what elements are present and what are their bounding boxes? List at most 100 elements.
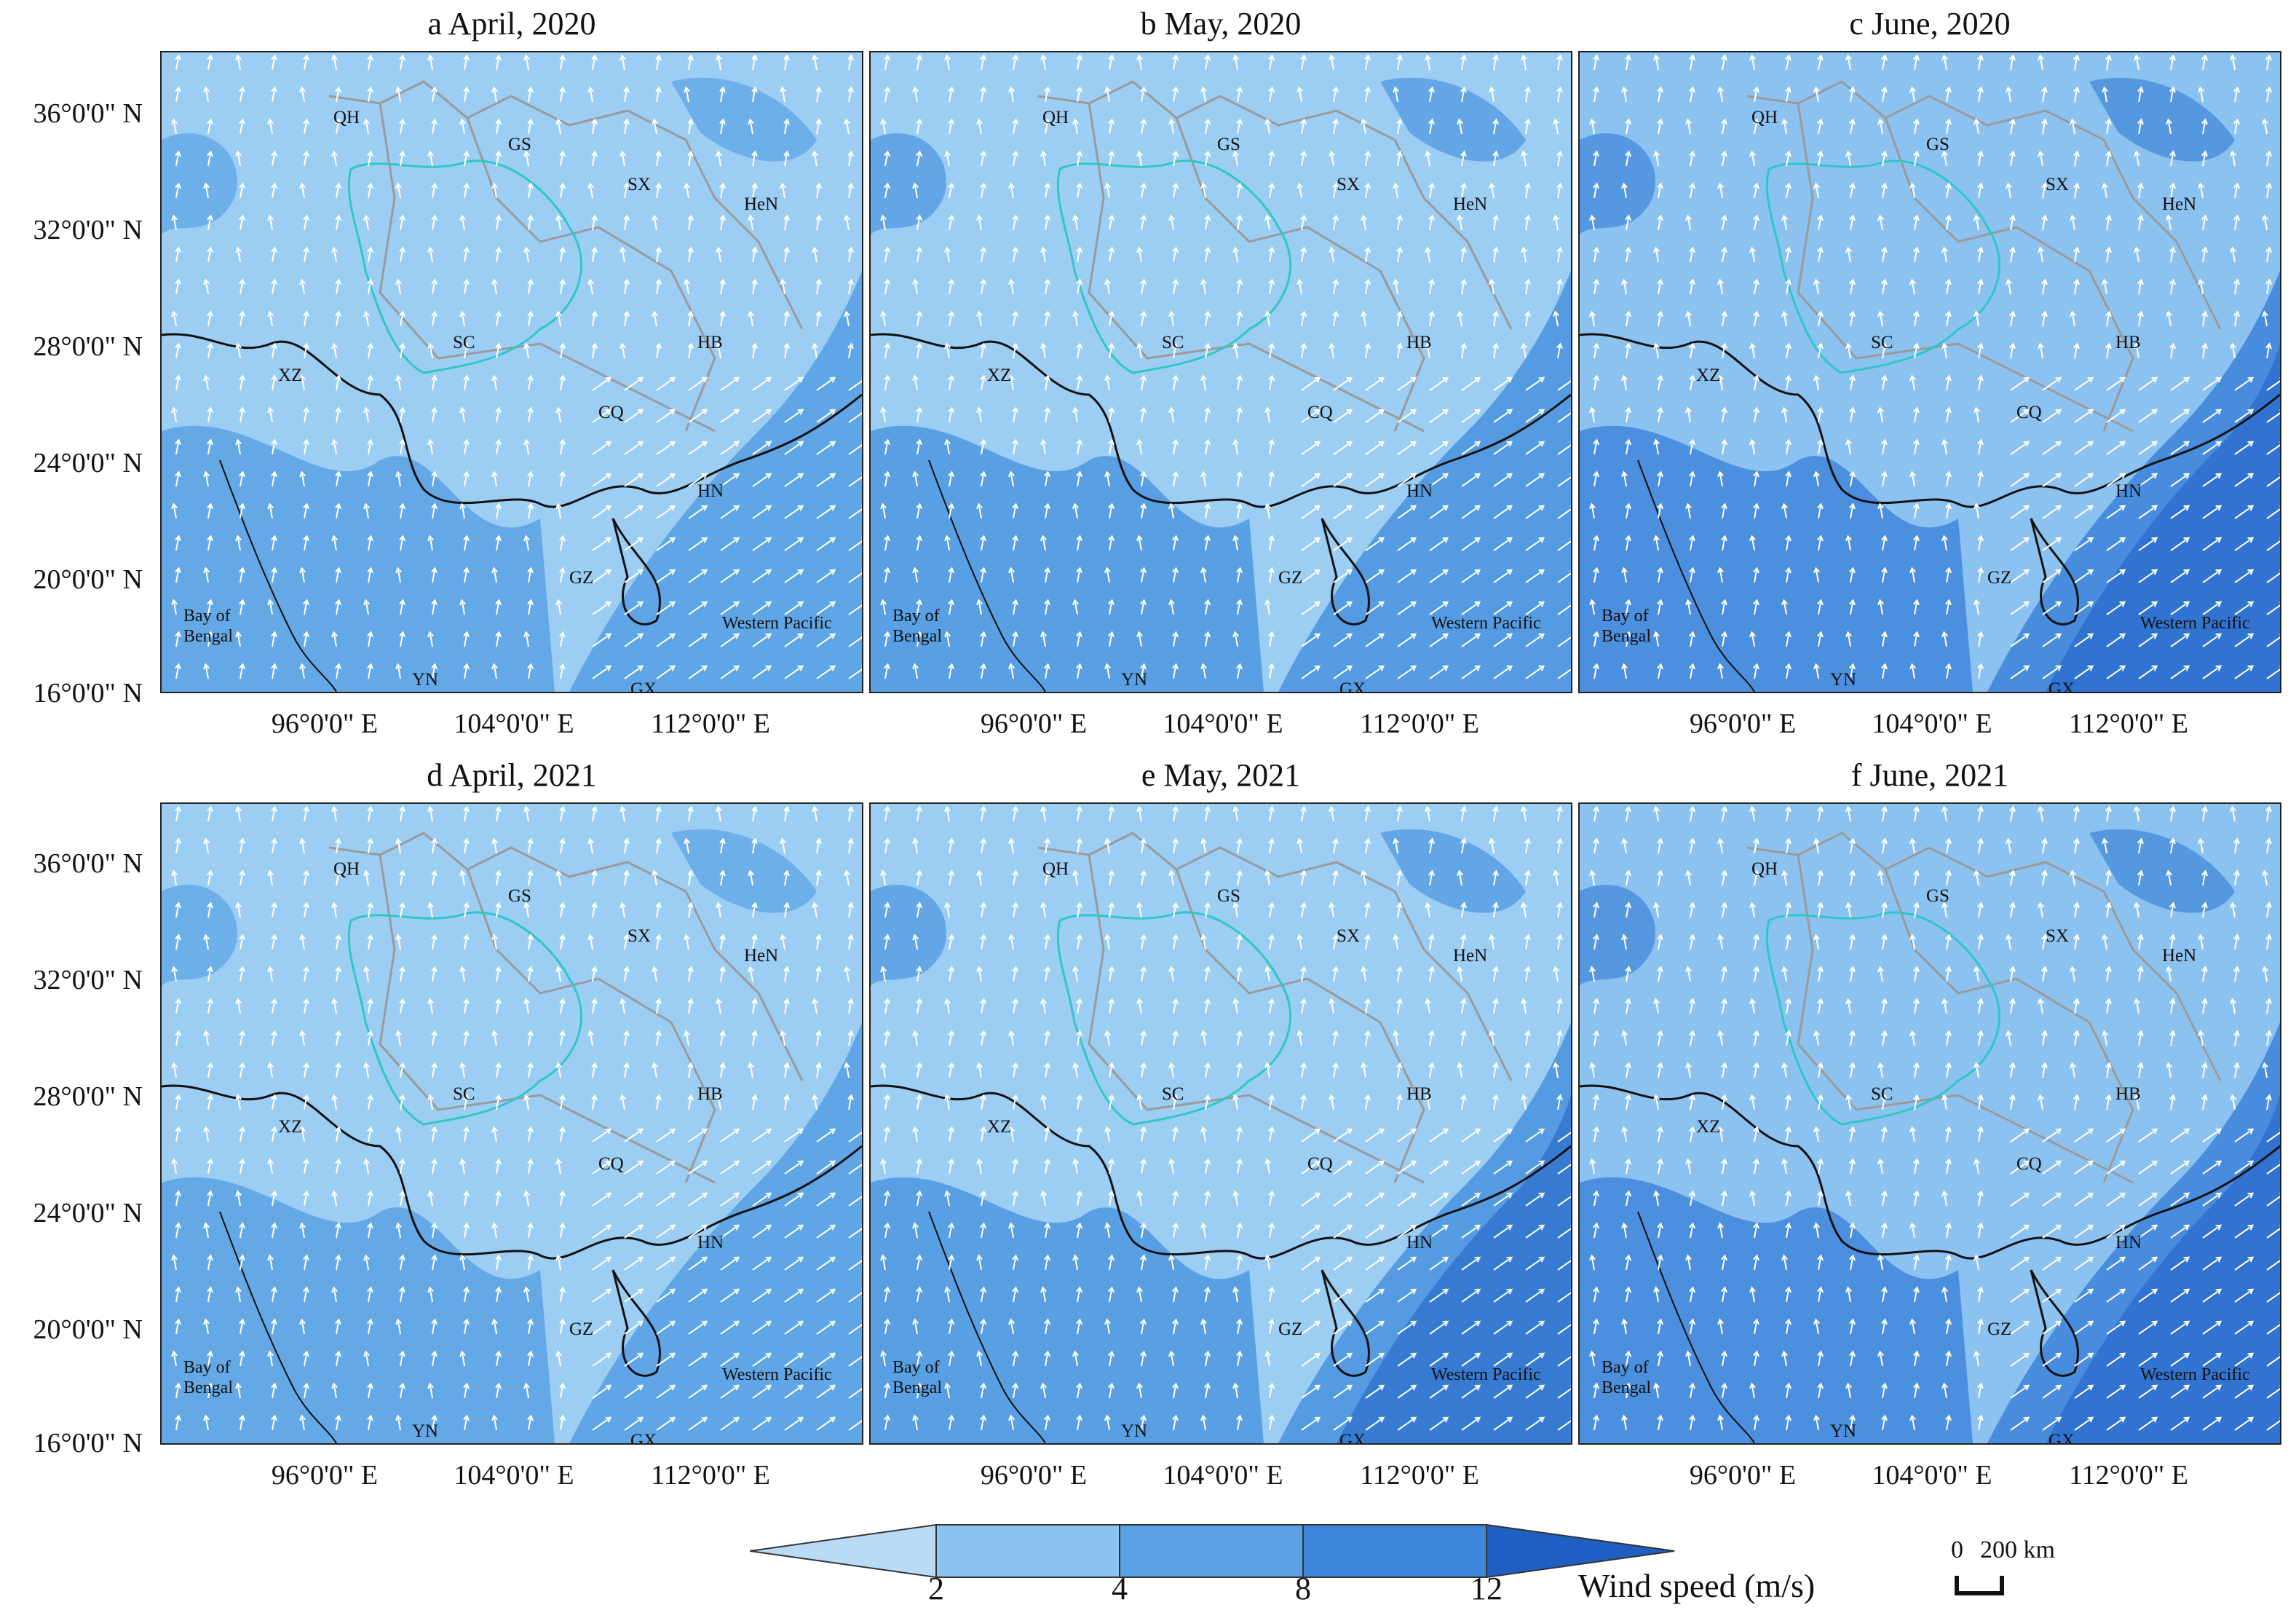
wind-arrow (336, 87, 340, 103)
wind-arrow (496, 632, 500, 647)
wind-arrow (336, 504, 340, 519)
wind-arrow (368, 664, 372, 679)
wind-arrow (720, 87, 724, 103)
wind-arrow (207, 312, 212, 327)
wind-arrow (1783, 504, 1787, 519)
wind-arrow (1045, 1159, 1049, 1175)
wind-arrow (368, 280, 372, 295)
wind-arrow (914, 472, 918, 487)
wind-arrow (2106, 807, 2110, 822)
wind-arrow (2170, 537, 2190, 551)
wind-arrow (914, 839, 918, 854)
wind-arrow (2042, 441, 2062, 455)
wind-arrow (304, 871, 308, 886)
wind-arrow (2010, 216, 2014, 231)
province-label: HeN (2162, 946, 2197, 966)
wind-arrow (784, 505, 804, 519)
wind-arrow (1493, 248, 1497, 263)
wind-arrow (752, 473, 772, 487)
wind-arrow (1493, 151, 1497, 167)
wind-arrow (720, 935, 724, 950)
province-label: CQ (2016, 402, 2042, 422)
wind-arrow (1429, 871, 1433, 886)
wind-arrow (621, 807, 625, 822)
wind-arrow (882, 408, 886, 423)
wind-arrow (304, 632, 308, 647)
wind-arrow (2106, 55, 2110, 71)
wind-arrow (653, 119, 657, 135)
wind-arrow (1202, 280, 1206, 295)
wind-arrow (1138, 1287, 1142, 1303)
wind-arrow (1077, 1416, 1081, 1431)
wind-arrow (1879, 1351, 1883, 1367)
wind-arrow (2106, 967, 2110, 982)
wind-arrow (496, 504, 500, 519)
wind-arrow (1330, 1095, 1334, 1110)
wind-arrow (949, 1351, 953, 1367)
wind-arrow (1170, 408, 1174, 423)
wind-arrow (2074, 633, 2094, 647)
wind-arrow (1946, 1223, 1950, 1239)
wind-arrow (272, 280, 276, 295)
wind-arrow (845, 312, 850, 327)
wind-arrow (1815, 280, 1819, 295)
wind-arrow (1943, 807, 1947, 822)
wind-arrow (621, 248, 625, 263)
wind-arrow (2106, 1256, 2126, 1271)
wind-arrow (1141, 472, 1145, 487)
wind-arrow (816, 280, 820, 295)
wind-arrow (2010, 665, 2030, 679)
wind-arrow (2167, 967, 2172, 982)
wind-arrow (1042, 440, 1046, 455)
wind-arrow (1591, 1351, 1595, 1367)
wind-arrow (816, 839, 820, 854)
wind-arrow (848, 1292, 862, 1303)
wind-arrow (978, 312, 982, 327)
sea-label-bay-of-bengal: Bay of Bengal (1602, 607, 1651, 646)
sea-label-western-pacific: Western Pacific (1431, 614, 1541, 633)
wind-arrow (1754, 1223, 1758, 1239)
wind-arrow (2106, 601, 2126, 615)
wind-arrow (1461, 601, 1481, 615)
wind-arrow (1237, 119, 1241, 135)
wind-arrow (1594, 184, 1598, 199)
wind-arrow (1722, 1095, 1726, 1110)
wind-arrow (1754, 839, 1758, 854)
wind-arrow (1722, 344, 1726, 359)
wind-arrow (1429, 935, 1433, 950)
wind-arrow (592, 537, 611, 551)
wind-arrow (304, 807, 308, 822)
wind-arrow (496, 1159, 500, 1175)
province-label: GZ (1278, 568, 1303, 588)
wind-arrow (917, 55, 921, 71)
wind-arrow (1623, 1127, 1627, 1143)
wind-arrow (717, 1095, 721, 1110)
wind-arrow (1013, 1255, 1017, 1271)
wind-arrow (592, 601, 611, 615)
wind-arrow (304, 1287, 308, 1303)
wind-arrow (592, 1288, 611, 1303)
wind-arrow (2007, 87, 2011, 103)
province-label: SC (1162, 1084, 1184, 1105)
wind-arrow (2138, 280, 2142, 295)
wind-arrow (240, 1063, 244, 1078)
wind-arrow (1106, 664, 1110, 679)
wind-arrow (1754, 1319, 1758, 1335)
wind-arrow (560, 935, 564, 950)
wind-arrow (981, 1127, 985, 1143)
wind-arrow (1879, 1255, 1883, 1271)
wind-arrow (301, 568, 305, 583)
wind-arrow (493, 280, 497, 295)
wind-arrow (1394, 839, 1398, 854)
wind-arrow (1783, 1063, 1787, 1078)
wind-arrow (240, 376, 244, 391)
wind-arrow (752, 537, 772, 551)
wind-arrow (461, 312, 465, 327)
wind-arrow (685, 280, 689, 295)
wind-arrow (2266, 1324, 2280, 1335)
wind-arrow (1557, 87, 1561, 103)
wind-arrow (1786, 999, 1790, 1014)
wind-arrow (1301, 633, 1321, 647)
wind-arrow (400, 967, 404, 982)
wind-arrow (560, 55, 564, 71)
